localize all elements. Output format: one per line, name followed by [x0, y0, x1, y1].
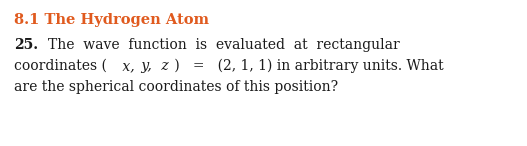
Text: )   =   (2, 1, 1) in arbitrary units. What: ) = (2, 1, 1) in arbitrary units. What — [170, 59, 444, 73]
Text: coordinates (: coordinates ( — [14, 59, 107, 73]
Text: y,: y, — [137, 59, 152, 73]
Text: 25.: 25. — [14, 38, 38, 52]
Text: 8.1 The Hydrogen Atom: 8.1 The Hydrogen Atom — [14, 13, 209, 27]
Text: The  wave  function  is  evaluated  at  rectangular: The wave function is evaluated at rectan… — [48, 38, 400, 52]
Text: z: z — [157, 59, 169, 73]
Text: x,: x, — [118, 59, 134, 73]
Text: are the spherical coordinates of this position?: are the spherical coordinates of this po… — [14, 80, 338, 94]
